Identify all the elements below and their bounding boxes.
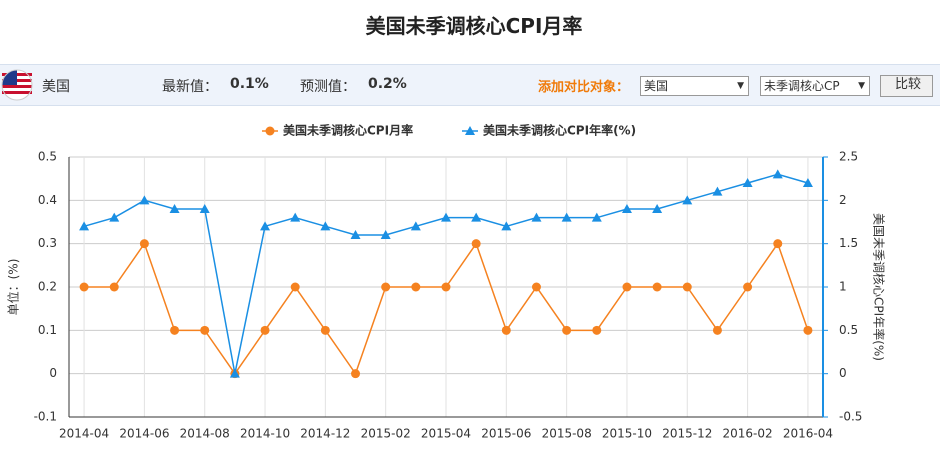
data-point [501,221,512,231]
data-point [592,325,602,335]
y-tick-label: 0.4 [38,193,57,207]
forecast-label: 预测值： [300,79,356,95]
data-point [682,282,692,292]
indicator-select[interactable]: 未季调核心CP ▼ [760,76,870,96]
data-point [109,212,120,222]
data-point [260,325,270,335]
flag [1,69,33,101]
data-point [802,178,813,187]
x-tick-label: 2015-10 [602,427,652,441]
data-point [531,282,541,292]
data-point [381,282,391,292]
data-point [320,325,330,335]
y2-tick-label: 1 [839,280,847,294]
x-tick-label: 2014-10 [240,427,290,441]
data-point [621,204,632,213]
legend-marker [465,126,475,135]
data-point [139,195,150,205]
data-point [169,204,180,213]
data-point [712,325,722,335]
y-tick-label: -0.1 [34,410,57,424]
x-tick-label: 2016-04 [783,427,833,441]
data-point [471,239,481,249]
y-tick-label: 0.3 [38,236,57,250]
data-point [743,282,753,292]
x-tick-label: 2014-08 [180,427,230,441]
y-tick-label: 0.5 [38,150,57,164]
data-point [170,325,180,335]
data-point [200,325,210,335]
compare-button[interactable]: 比较 [880,75,933,97]
y2-tick-label: 0.5 [839,323,858,337]
data-point [79,282,89,292]
data-point [501,325,511,335]
data-point [652,204,663,213]
data-point [109,282,119,292]
data-point [260,221,271,231]
x-tick-label: 2015-04 [421,427,471,441]
indicator-select-text: 未季调核心CP [764,79,840,93]
legend-marker [265,126,275,136]
data-point [320,221,331,231]
forecast-value: 0.2% [368,76,407,92]
data-point [441,282,451,292]
data-point [139,239,149,249]
data-point [79,221,90,231]
y2-tick-label: 2.5 [839,150,858,164]
x-tick-label: 2016-02 [723,427,773,441]
data-point [229,368,240,378]
page-title: 美国未季调核心CPI月率 [365,14,583,38]
country: 美国 [42,79,70,95]
data-point [562,325,572,335]
data-point [622,282,632,292]
x-tick-label: 2014-12 [300,427,350,441]
y-tick-label: 0.1 [38,323,57,337]
y2-tick-label: 2 [839,193,847,207]
legend-label: 美国未季调核心CPI年率(%) [483,123,636,138]
data-point [773,239,783,249]
data-point [712,186,723,196]
data-point [591,212,602,222]
data-point [803,325,813,335]
y-tick-label: 0.2 [38,280,57,294]
data-point [471,212,482,222]
country-select-text: 美国 [644,79,669,93]
data-point [290,212,301,222]
latest-label: 最新值： [162,79,218,95]
country-select[interactable]: 美国 ▼ [640,76,749,96]
x-tick-label: 2014-04 [59,427,109,441]
data-point [350,230,361,239]
data-point [351,369,361,379]
toolbar: 美国 最新值： 0.1% 预测值： 0.2% 添加对比对象： 美国 ▼ 未季调核心… [0,64,940,106]
y-axis-label: 单位：(%) [6,259,21,316]
data-point [411,282,421,292]
data-point [410,221,421,231]
latest-value: 0.1% [230,76,269,92]
compare-label: 添加对比对象： [538,80,630,95]
y2-tick-label: 0 [839,366,847,380]
x-tick-label: 2015-12 [662,427,712,441]
data-point [531,212,542,222]
legend-label: 美国未季调核心CPI月率 [283,123,413,138]
x-tick-label: 2015-08 [542,427,592,441]
x-tick-label: 2015-06 [481,427,531,441]
x-tick-label: 2014-06 [119,427,169,441]
x-tick-label: 2015-02 [361,427,411,441]
data-point [441,212,451,222]
data-point [682,195,693,205]
y2-axis-label: 美国未季调核心CPI年率(%) [872,213,887,361]
data-point [772,169,783,179]
y-tick-label: 0 [49,366,57,380]
y2-tick-label: 1.5 [839,236,858,250]
data-point [652,282,662,292]
data-point [742,178,753,187]
y2-tick-label: -0.5 [839,410,862,424]
data-point [561,212,572,222]
data-point [290,282,300,292]
data-point [199,204,210,213]
data-point [380,230,391,239]
